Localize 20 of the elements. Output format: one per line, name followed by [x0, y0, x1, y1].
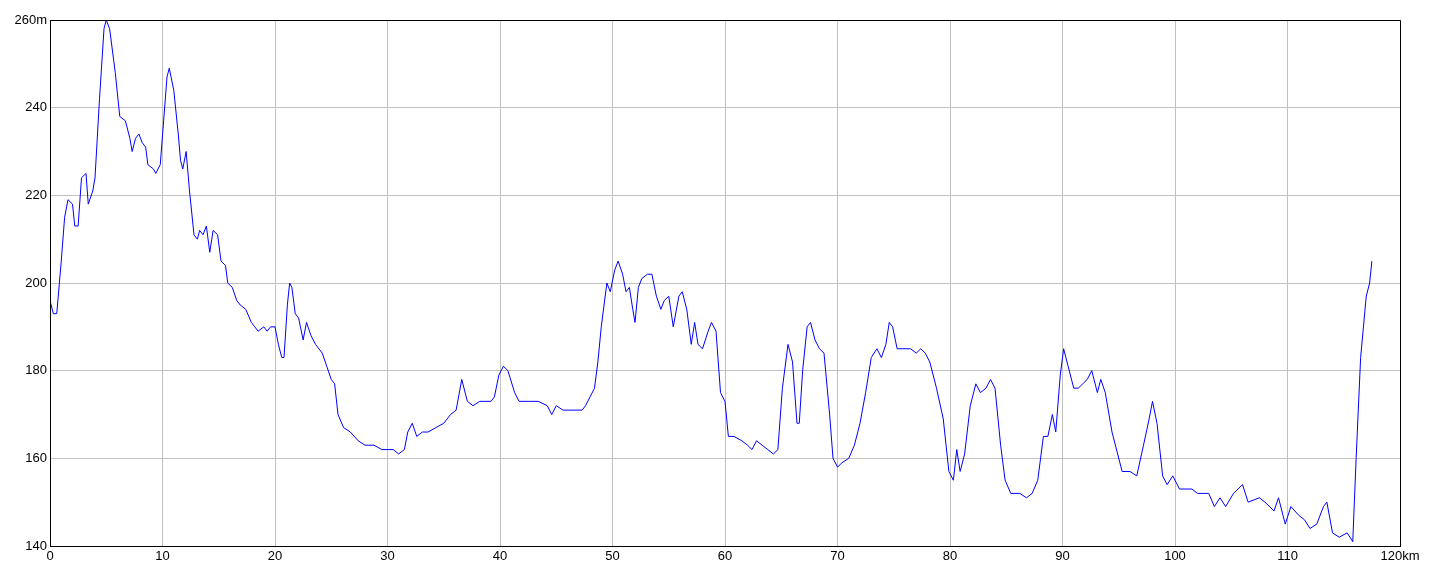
- y-tick-label: 200: [25, 274, 47, 290]
- x-tick-label: 0: [46, 548, 54, 564]
- x-tick-label: 40: [492, 548, 508, 564]
- y-tick-label: 260m: [14, 11, 47, 27]
- y-tick-label: 180: [25, 362, 47, 378]
- y-tick-label: 240: [25, 99, 47, 115]
- x-tick-label: 50: [605, 548, 620, 564]
- x-tick-label: 70: [830, 548, 845, 564]
- x-tick-label: 110: [1277, 548, 1298, 564]
- x-tick-label: 80: [942, 548, 958, 564]
- x-tick-label: 20: [267, 548, 283, 564]
- x-tick-label: 90: [1055, 548, 1070, 564]
- x-tick-label: 60: [717, 548, 733, 564]
- y-tick-label: 220: [25, 186, 47, 202]
- x-tick-label: 100: [1164, 548, 1186, 564]
- y-tick-label: 160: [25, 449, 47, 465]
- x-tick-label: 30: [380, 548, 395, 564]
- x-tick-label: 120km: [1380, 548, 1420, 564]
- y-tick-label: 140: [25, 537, 47, 553]
- x-tick-label: 10: [155, 548, 170, 564]
